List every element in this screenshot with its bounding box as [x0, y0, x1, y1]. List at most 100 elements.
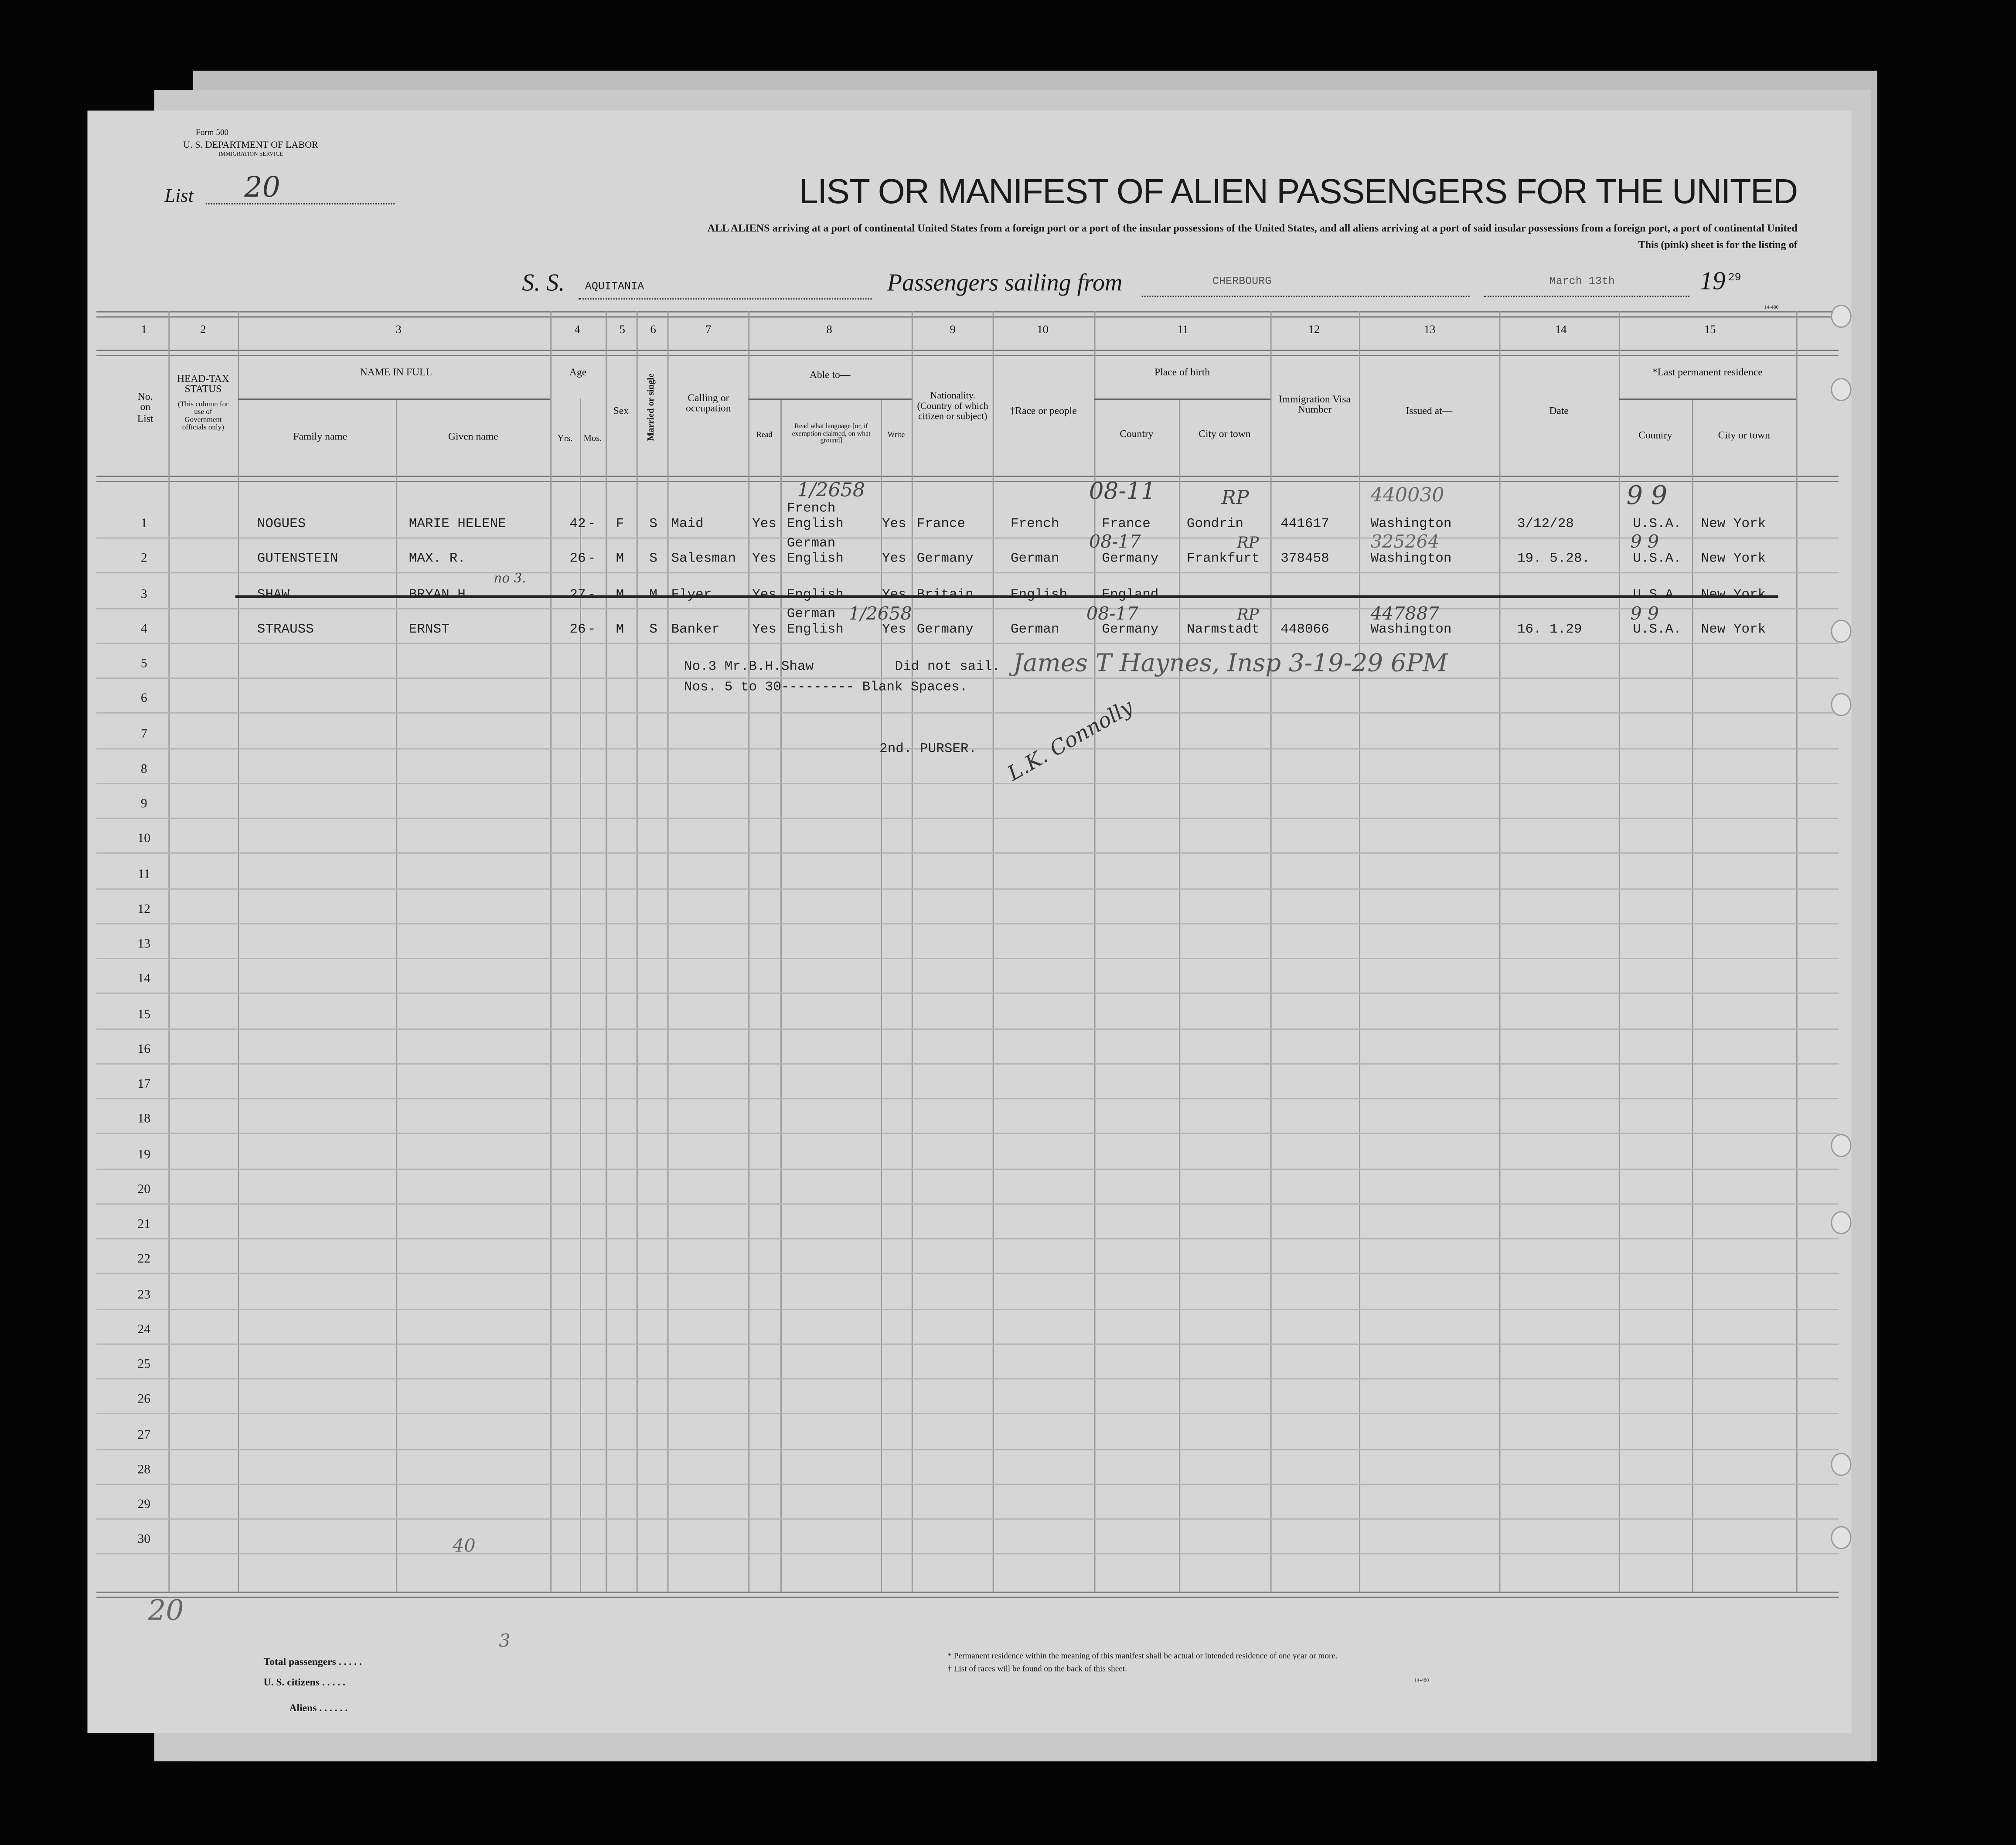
row-rule — [96, 1518, 1839, 1520]
header-given-name: Given name — [448, 430, 498, 443]
year-suffix: 29 — [1728, 271, 1741, 284]
header-family-name: Family name — [293, 430, 347, 443]
header-last-residence: *Last permanent residence — [1652, 366, 1763, 378]
table-rule — [96, 1591, 1839, 1598]
hw-20: 20 — [148, 1595, 184, 1628]
header-mos: Mos. — [583, 433, 602, 444]
cell-family: GUTENSTEIN — [257, 551, 338, 568]
row-number: 22 — [137, 1253, 151, 1267]
cell-married: S — [649, 517, 657, 532]
service: IMMIGRATION SERVICE — [218, 150, 283, 157]
cell-res-city: New York — [1701, 551, 1766, 568]
cell-mos: - — [587, 551, 596, 568]
column-divider — [1359, 311, 1361, 1592]
hole-punch — [1831, 693, 1852, 716]
cell-birth-country: Germany — [1102, 551, 1159, 568]
row-rule — [96, 607, 1839, 609]
row-number: 23 — [137, 1287, 151, 1302]
cell-birth-city: Gondrin — [1186, 517, 1244, 532]
row-number: 1 — [140, 517, 147, 531]
cell-date: 16. 1.29 — [1517, 622, 1582, 637]
cell-given: ERNST — [409, 622, 450, 637]
header-able-to: Able to— — [809, 369, 851, 381]
column-number: 8 — [826, 323, 832, 336]
note-shaw: No.3 Mr.B.H.Shaw — [684, 659, 814, 675]
cell-birth-country: France — [1102, 517, 1151, 532]
row-rule — [96, 1028, 1839, 1029]
column-divider — [550, 311, 552, 1592]
header-place-of-birth: Place of birth — [1154, 366, 1210, 378]
row-rule — [96, 1378, 1839, 1380]
row-number: 3 — [140, 587, 147, 601]
column-number: 12 — [1308, 323, 1320, 336]
cell-mos: - — [587, 517, 596, 532]
row-rule — [96, 1448, 1839, 1450]
subcolumn-divider — [780, 398, 782, 1592]
row-rule — [96, 1553, 1839, 1555]
cell-birth-country: Germany — [1102, 622, 1159, 637]
column-number: 7 — [705, 323, 712, 336]
list-label: List — [164, 186, 194, 207]
footnote-residence: * Permanent residence within the meaning… — [947, 1652, 1338, 1661]
header-yrs: Yrs. — [557, 433, 573, 444]
cell-issued-at: Washington — [1370, 622, 1452, 637]
cell-occupation: Salesman — [671, 551, 736, 568]
subcolumn-divider — [579, 398, 581, 1592]
header-issued-at: Issued at— — [1406, 405, 1453, 417]
column-divider — [238, 311, 239, 1592]
port-name: CHERBOURG — [1212, 275, 1272, 288]
hole-punch — [1831, 1453, 1852, 1476]
cell-birth-city: Narmstadt — [1186, 622, 1260, 637]
header-res-country: Country — [1638, 429, 1672, 441]
cell-family: NOGUES — [257, 517, 306, 532]
row-rule — [96, 1133, 1839, 1134]
cell-married: S — [649, 622, 657, 637]
total-passengers-label: Total passengers . . . . . — [263, 1656, 362, 1668]
subtitle-1: ALL ALIENS arriving at a port of contine… — [707, 222, 1798, 234]
subcolumn-divider — [881, 398, 882, 1592]
row-rule — [96, 642, 1839, 644]
cell-res-country: U.S.A. — [1633, 551, 1682, 568]
header-date: Date — [1549, 405, 1569, 417]
cell-race: French — [1010, 517, 1059, 532]
cell-visa: 441617 — [1280, 517, 1329, 532]
us-citizens-label: U. S. citizens . . . . . — [263, 1676, 345, 1688]
column-divider — [992, 311, 994, 1592]
hw-lang-4: 1/2658 — [848, 604, 912, 625]
cell-sex: M — [616, 551, 624, 568]
hole-punch — [1831, 620, 1852, 643]
row-number: 17 — [137, 1077, 151, 1092]
cell-language: French — [787, 501, 836, 517]
hw-rp-2: RP — [1236, 533, 1259, 552]
row-number: 26 — [137, 1392, 151, 1407]
row-rule — [96, 783, 1839, 784]
row-rule — [96, 537, 1839, 539]
date-underline — [1484, 296, 1689, 297]
column-divider — [1270, 311, 1272, 1592]
column-divider — [748, 311, 750, 1592]
header-head-tax-note: (This column for use of Government offic… — [177, 401, 228, 432]
row-rule — [96, 747, 1839, 749]
hw-no3: no 3. — [494, 572, 526, 586]
row-number: 28 — [137, 1463, 151, 1477]
cell-issued-at: Washington — [1370, 517, 1452, 532]
row-number: 18 — [137, 1112, 151, 1127]
row-number: 19 — [137, 1147, 151, 1162]
ss-label: S. S. — [522, 270, 565, 297]
cell-occupation: Banker — [671, 622, 720, 637]
hw-visa-1: 440030 — [1370, 483, 1444, 507]
form-code-top: 14-480 — [1764, 303, 1779, 310]
column-number: 4 — [574, 323, 580, 336]
header-birth-city: City or town — [1199, 428, 1251, 440]
row-rule — [96, 1413, 1839, 1415]
table-rule — [96, 311, 1839, 318]
cell-yrs: 26 — [569, 551, 586, 568]
column-divider — [605, 311, 607, 1592]
row-rule — [96, 572, 1839, 574]
cell-write: Yes — [882, 551, 906, 568]
subcolumn-divider — [396, 398, 398, 1592]
header-read-language: Read what language [or, if exemption cla… — [792, 423, 871, 446]
row-number: 14 — [137, 972, 151, 987]
header-subrule — [1618, 398, 1796, 400]
column-divider — [1499, 311, 1501, 1592]
